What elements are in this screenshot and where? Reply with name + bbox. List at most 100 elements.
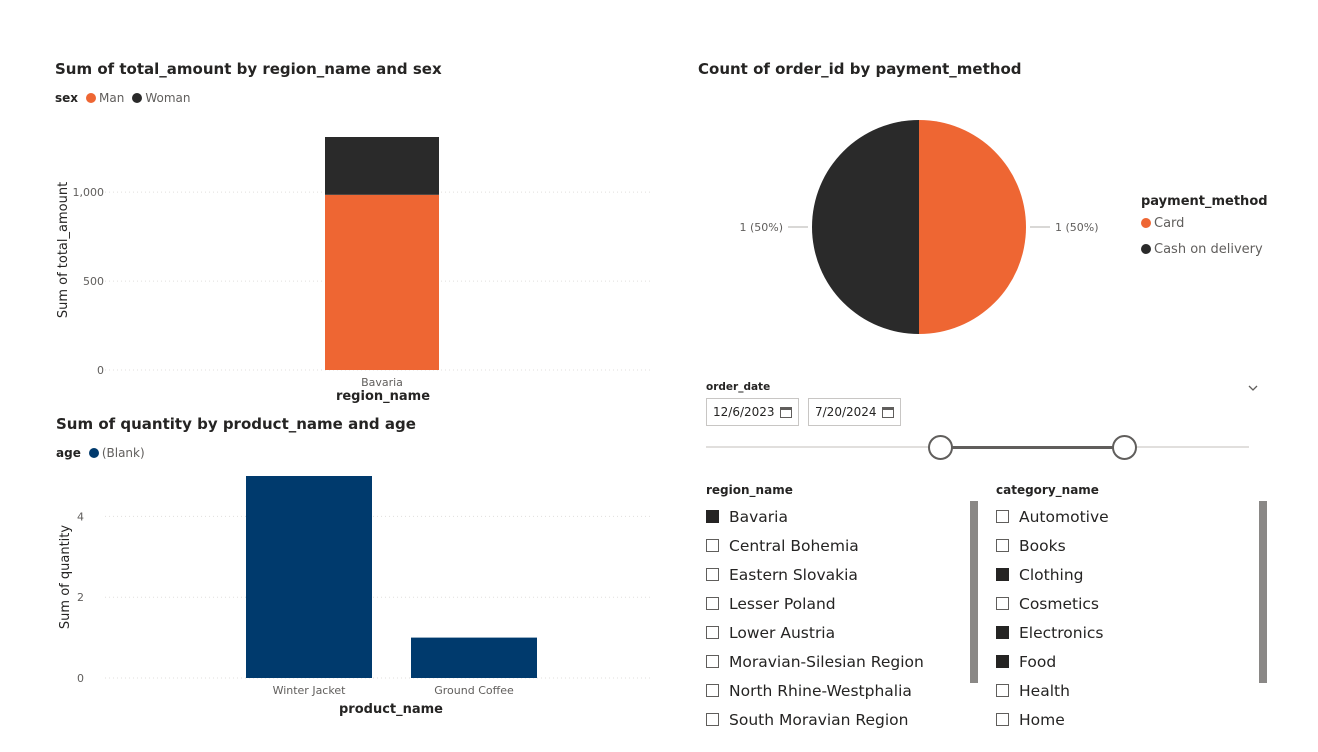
chart1-ylabel: Sum of total_amount xyxy=(56,182,71,318)
calendar-icon[interactable] xyxy=(882,406,894,418)
region-slicer-item-label: Lesser Poland xyxy=(729,594,836,613)
category-slicer-item-label: Clothing xyxy=(1019,565,1084,584)
calendar-icon[interactable] xyxy=(780,406,792,418)
legend-label-blank: (Blank) xyxy=(101,446,145,460)
chart1-legend-title: sex xyxy=(55,91,79,105)
legend-item-blank[interactable]: (Blank) xyxy=(88,446,145,460)
pie-data-label: 1 (50%) xyxy=(1055,221,1099,234)
region-slicer-item-label: Lower Austria xyxy=(729,623,836,642)
checkbox[interactable] xyxy=(706,568,719,581)
legend-dot-card xyxy=(1141,218,1151,228)
category-slicer-item-label: Books xyxy=(1019,536,1066,555)
region-slicer-item-label: South Moravian Region xyxy=(729,710,909,729)
legend-item-man[interactable]: Man xyxy=(86,91,124,105)
checkbox[interactable] xyxy=(996,655,1009,668)
category-slicer-item[interactable]: Home xyxy=(996,705,1109,734)
chart3-bar[interactable] xyxy=(411,637,537,678)
region-slicer-scrollbar[interactable] xyxy=(970,501,978,683)
start-date-value: 12/6/2023 xyxy=(713,405,775,419)
category-slicer-item-label: Health xyxy=(1019,681,1070,700)
chart2-legend: payment_method Card Cash on delivery xyxy=(1141,194,1268,260)
checkbox[interactable] xyxy=(996,626,1009,639)
end-date-input[interactable]: 7/20/2024 xyxy=(808,398,901,426)
legend-item-cash[interactable]: Cash on delivery xyxy=(1141,238,1264,260)
category-slicer-item[interactable]: Electronics xyxy=(996,618,1109,647)
checkbox[interactable] xyxy=(996,597,1009,610)
chart1-ytick: 1,000 xyxy=(73,186,105,199)
end-date-value: 7/20/2024 xyxy=(815,405,877,419)
region-slicer-list: Bavaria Central Bohemia Eastern Slovakia Le… xyxy=(706,502,924,734)
chart1-legend: sex Man Woman xyxy=(55,91,195,105)
legend-item-card[interactable]: Card xyxy=(1141,212,1184,234)
region-slicer-item[interactable]: Moravian-Silesian Region xyxy=(706,647,924,676)
region-slicer-item[interactable]: Central Bohemia xyxy=(706,531,924,560)
legend-label-card: Card xyxy=(1154,215,1185,231)
checkbox[interactable] xyxy=(706,539,719,552)
chart3-xlabel: product_name xyxy=(339,702,443,717)
chart2-svg: 1 (50%) 1 (50%) xyxy=(739,120,1099,334)
category-slicer-title: category_name xyxy=(996,483,1099,497)
date-range-end-handle[interactable] xyxy=(1112,435,1137,460)
region-slicer-item-label: Bavaria xyxy=(729,507,788,526)
checkbox[interactable] xyxy=(706,655,719,668)
start-date-input[interactable]: 12/6/2023 xyxy=(706,398,799,426)
date-range-selected xyxy=(940,446,1124,449)
chevron-down-icon[interactable] xyxy=(1248,378,1258,391)
category-slicer-item[interactable]: Food xyxy=(996,647,1109,676)
chart1-title: Sum of total_amount by region_name and s… xyxy=(55,60,442,78)
category-slicer-list: Automotive Books Clothing Cosmetics Electron… xyxy=(996,502,1109,734)
checkbox[interactable] xyxy=(996,539,1009,552)
chart3-xtick: Ground Coffee xyxy=(434,684,514,697)
chart2-legend-title: payment_method xyxy=(1141,194,1268,209)
date-range-start-handle[interactable] xyxy=(928,435,953,460)
region-slicer-item[interactable]: Bavaria xyxy=(706,502,924,531)
checkbox[interactable] xyxy=(706,713,719,726)
category-slicer-scrollbar[interactable] xyxy=(1259,501,1267,683)
chart3-ytick: 0 xyxy=(77,672,84,685)
category-slicer-item[interactable]: Clothing xyxy=(996,560,1109,589)
chart3-bar[interactable] xyxy=(246,476,372,678)
checkbox[interactable] xyxy=(996,713,1009,726)
chart1-xlabel: region_name xyxy=(336,389,430,404)
category-slicer-item-label: Electronics xyxy=(1019,623,1104,642)
category-slicer-item-label: Home xyxy=(1019,710,1065,729)
region-slicer-item[interactable]: North Rhine-Westphalia xyxy=(706,676,924,705)
chart3-legend: age (Blank) xyxy=(56,446,149,460)
region-slicer-item[interactable]: South Moravian Region xyxy=(706,705,924,734)
category-slicer-item-label: Food xyxy=(1019,652,1057,671)
category-slicer-item-label: Automotive xyxy=(1019,507,1109,526)
region-slicer-item[interactable]: Eastern Slovakia xyxy=(706,560,924,589)
chart3-ylabel: Sum of quantity xyxy=(58,525,73,629)
region-slicer-item[interactable]: Lesser Poland xyxy=(706,589,924,618)
category-slicer-item[interactable]: Health xyxy=(996,676,1109,705)
region-slicer-item-label: North Rhine-Westphalia xyxy=(729,681,912,700)
pie-data-label: 1 (50%) xyxy=(739,221,783,234)
chart1-xtick: Bavaria xyxy=(361,376,403,389)
checkbox[interactable] xyxy=(706,510,719,523)
category-slicer-item[interactable]: Cosmetics xyxy=(996,589,1109,618)
chart1-bar-woman[interactable] xyxy=(325,137,439,195)
checkbox[interactable] xyxy=(706,626,719,639)
pie-slice-cash-on-delivery[interactable] xyxy=(812,120,919,334)
category-slicer-item[interactable]: Books xyxy=(996,531,1109,560)
checkbox[interactable] xyxy=(996,684,1009,697)
legend-dot-cash xyxy=(1141,244,1151,254)
legend-dot-woman xyxy=(132,93,143,103)
legend-dot-man xyxy=(86,93,97,103)
category-slicer-item[interactable]: Automotive xyxy=(996,502,1109,531)
region-slicer-item-label: Central Bohemia xyxy=(729,536,859,555)
chart3-ytick: 4 xyxy=(77,510,84,523)
checkbox[interactable] xyxy=(996,510,1009,523)
region-slicer-item[interactable]: Lower Austria xyxy=(706,618,924,647)
chart3-svg: Sum of quantity 0 2 4 Winter Jacket Ground … xyxy=(58,476,652,717)
checkbox[interactable] xyxy=(996,568,1009,581)
chart3-ytick: 2 xyxy=(77,591,84,604)
chart2-title: Count of order_id by payment_method xyxy=(698,60,1022,78)
pie-slice-card[interactable] xyxy=(919,120,1026,334)
chart1-bar-man[interactable] xyxy=(325,194,439,370)
checkbox[interactable] xyxy=(706,597,719,610)
legend-item-woman[interactable]: Woman xyxy=(132,91,191,105)
checkbox[interactable] xyxy=(706,684,719,697)
chart3-legend-title: age xyxy=(56,446,81,460)
legend-dot-blank xyxy=(88,448,99,458)
